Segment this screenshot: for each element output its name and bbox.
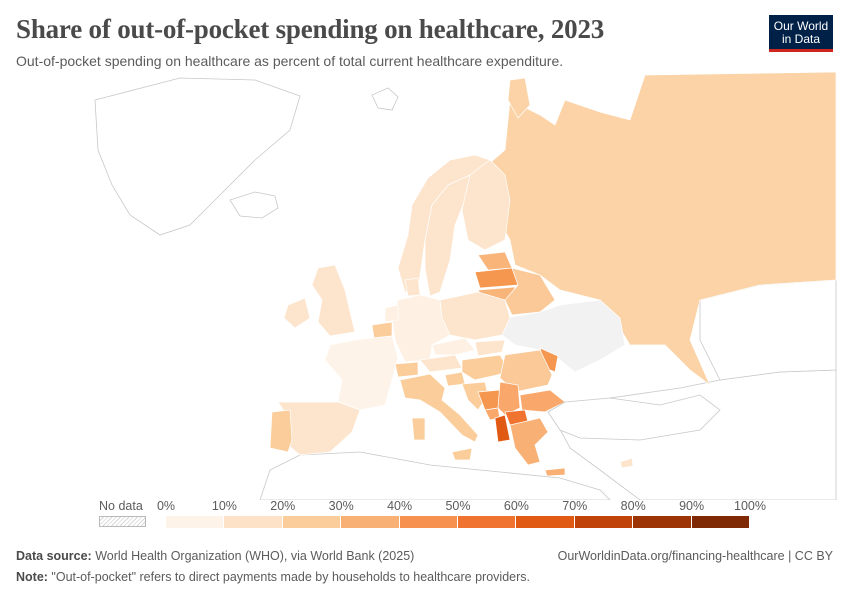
country-crete[interactable] [544,467,566,477]
turkey-outline [547,394,721,441]
country-italy[interactable] [399,373,479,443]
country-netherlands[interactable] [384,304,399,323]
legend-color-bar[interactable] [166,516,750,528]
legend-tick: 60% [503,499,529,513]
legend-tick: 90% [679,499,705,513]
country-sicily[interactable] [451,447,473,461]
country-latvia[interactable] [474,267,519,289]
legend-tick: 20% [270,499,296,513]
legend-tick: 70% [562,499,588,513]
country-estonia[interactable] [477,251,513,271]
note-label: Note: [16,570,48,584]
data-source: Data source: World Health Organization (… [16,549,414,563]
footnote: Note: "Out-of-pocket" refers to direct p… [16,570,530,584]
country-finland[interactable] [461,159,511,251]
country-switzerland[interactable] [394,361,419,378]
legend-tick: 30% [328,499,354,513]
legend-bin-30-40[interactable] [341,516,400,528]
legend-bin-80-90[interactable] [633,516,692,528]
country-romania[interactable] [499,349,553,393]
country-ukraine[interactable] [501,299,626,373]
country-france[interactable] [324,335,399,411]
svalbard-outline [371,87,399,111]
country-denmark[interactable] [404,277,421,297]
country-ireland[interactable] [283,297,311,329]
country-belarus[interactable] [504,267,556,316]
country-czechia[interactable] [431,337,476,356]
legend-bin-40-50[interactable] [399,516,458,528]
legend-bin-70-80[interactable] [574,516,634,528]
europe-map[interactable] [0,70,850,500]
legend-bin-50-60[interactable] [457,516,517,528]
greenland-outline [94,77,301,236]
legend-bin-90-100[interactable] [691,516,750,528]
chart-subtitle: Out-of-pocket spending on healthcare as … [16,53,564,69]
country-bosnia[interactable] [477,389,501,411]
chart-title: Share of out-of-pocket spending on healt… [16,14,605,44]
logo-line-1: Our World [773,19,829,33]
data-source-text: World Health Organization (WHO), via Wor… [91,549,415,563]
country-cyprus[interactable] [619,457,634,469]
legend-bin-20-30[interactable] [282,516,342,528]
legend-bin-10-20[interactable] [224,516,283,528]
logo-line-2: in Data [781,32,821,46]
legend-tick: 100% [734,499,766,513]
country-united-kingdom[interactable] [311,264,356,337]
legend-bin-60-70[interactable] [516,516,575,528]
country-hungary[interactable] [461,354,511,381]
country-slovakia[interactable] [474,339,506,357]
legend-tick: 50% [445,499,471,513]
country-poland[interactable] [439,291,511,341]
legend-tick: 80% [620,499,646,513]
country-russia-novaya-zemlya[interactable] [507,77,531,119]
data-source-label: Data source: [16,549,92,563]
legend-no-data-label: No data [99,499,143,513]
source-url-link[interactable]: OurWorldinData.org/financing-healthcare … [557,549,833,563]
north-africa-outline [259,451,611,500]
country-sardinia[interactable] [411,417,426,441]
country-greece[interactable] [509,417,549,466]
legend-bin-0-10[interactable] [166,516,225,528]
legend-no-data-swatch[interactable] [99,516,146,527]
owid-logo[interactable]: Our World in Data [769,15,833,52]
country-albania[interactable] [494,414,511,443]
note-text: "Out-of-pocket" refers to direct payment… [47,570,530,584]
country-serbia[interactable] [497,381,521,416]
country-russia[interactable] [469,71,837,387]
legend-tick: 0% [156,499,176,513]
iceland-outline [229,191,279,219]
country-bulgaria[interactable] [519,389,566,413]
legend-tick: 40% [387,499,413,513]
legend-tick: 10% [211,499,237,513]
country-belgium[interactable] [371,321,393,339]
country-sweden[interactable] [424,174,471,297]
country-portugal[interactable] [269,409,293,453]
